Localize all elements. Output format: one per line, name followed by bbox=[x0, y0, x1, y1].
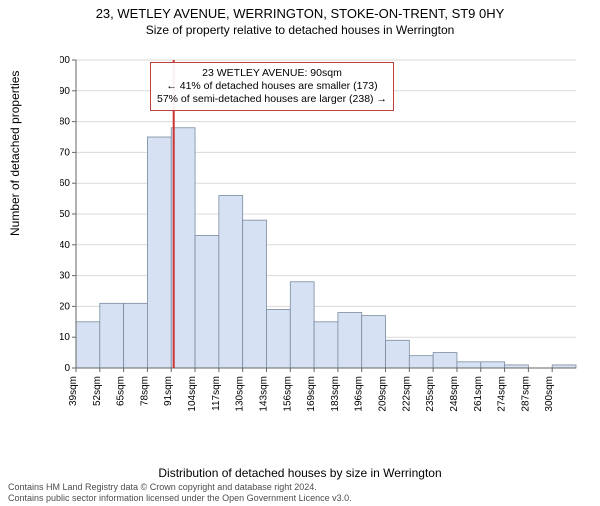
svg-text:248sqm: 248sqm bbox=[449, 376, 460, 412]
svg-text:261sqm: 261sqm bbox=[473, 376, 484, 412]
svg-text:300sqm: 300sqm bbox=[544, 376, 555, 412]
annotation-line3: 57% of semi-detached houses are larger (… bbox=[157, 93, 387, 106]
footer: Contains HM Land Registry data © Crown c… bbox=[8, 482, 352, 504]
svg-text:100: 100 bbox=[60, 56, 70, 66]
chart-area: 0 10 20 30 40 50 60 70 80 90 100 39sqm 52sqm 65sqm 78s… bbox=[60, 56, 580, 426]
annotation-line2: ← 41% of detached houses are smaller (17… bbox=[157, 80, 387, 93]
svg-text:169sqm: 169sqm bbox=[306, 376, 317, 412]
svg-text:117sqm: 117sqm bbox=[211, 376, 222, 411]
histogram-plot: 0 10 20 30 40 50 60 70 80 90 100 39sqm 52sqm 65sqm 78s… bbox=[60, 56, 580, 426]
svg-text:104sqm: 104sqm bbox=[187, 376, 198, 412]
svg-text:183sqm: 183sqm bbox=[330, 376, 341, 412]
y-axis-label: Number of detached properties bbox=[8, 71, 22, 236]
svg-text:130sqm: 130sqm bbox=[235, 376, 246, 412]
footer-line2: Contains public sector information licen… bbox=[8, 493, 352, 504]
annotation-line1: 23 WETLEY AVENUE: 90sqm bbox=[157, 67, 387, 80]
chart-subtitle: Size of property relative to detached ho… bbox=[0, 23, 600, 37]
svg-text:20: 20 bbox=[60, 301, 70, 312]
annotation-box: 23 WETLEY AVENUE: 90sqm ← 41% of detache… bbox=[150, 62, 394, 111]
svg-text:30: 30 bbox=[60, 271, 70, 282]
svg-text:52sqm: 52sqm bbox=[92, 376, 103, 406]
svg-text:10: 10 bbox=[60, 332, 70, 343]
svg-text:70: 70 bbox=[60, 147, 70, 158]
svg-text:235sqm: 235sqm bbox=[425, 376, 436, 412]
footer-line1: Contains HM Land Registry data © Crown c… bbox=[8, 482, 352, 493]
svg-text:222sqm: 222sqm bbox=[401, 376, 412, 412]
svg-text:196sqm: 196sqm bbox=[354, 376, 365, 412]
x-axis-label: Distribution of detached houses by size … bbox=[0, 466, 600, 480]
svg-text:40: 40 bbox=[60, 240, 70, 251]
svg-text:80: 80 bbox=[60, 117, 70, 128]
svg-text:209sqm: 209sqm bbox=[378, 376, 389, 412]
svg-text:50: 50 bbox=[60, 209, 70, 220]
svg-text:60: 60 bbox=[60, 178, 70, 189]
svg-text:91sqm: 91sqm bbox=[163, 376, 174, 406]
svg-text:39sqm: 39sqm bbox=[68, 376, 79, 406]
svg-text:65sqm: 65sqm bbox=[116, 376, 127, 406]
chart-title: 23, WETLEY AVENUE, WERRINGTON, STOKE-ON-… bbox=[0, 6, 600, 21]
svg-text:274sqm: 274sqm bbox=[497, 376, 508, 412]
svg-text:156sqm: 156sqm bbox=[282, 376, 293, 412]
svg-text:287sqm: 287sqm bbox=[520, 376, 531, 412]
svg-text:78sqm: 78sqm bbox=[139, 376, 150, 406]
svg-text:90: 90 bbox=[60, 86, 70, 97]
svg-text:0: 0 bbox=[64, 363, 70, 374]
svg-text:143sqm: 143sqm bbox=[258, 376, 269, 412]
